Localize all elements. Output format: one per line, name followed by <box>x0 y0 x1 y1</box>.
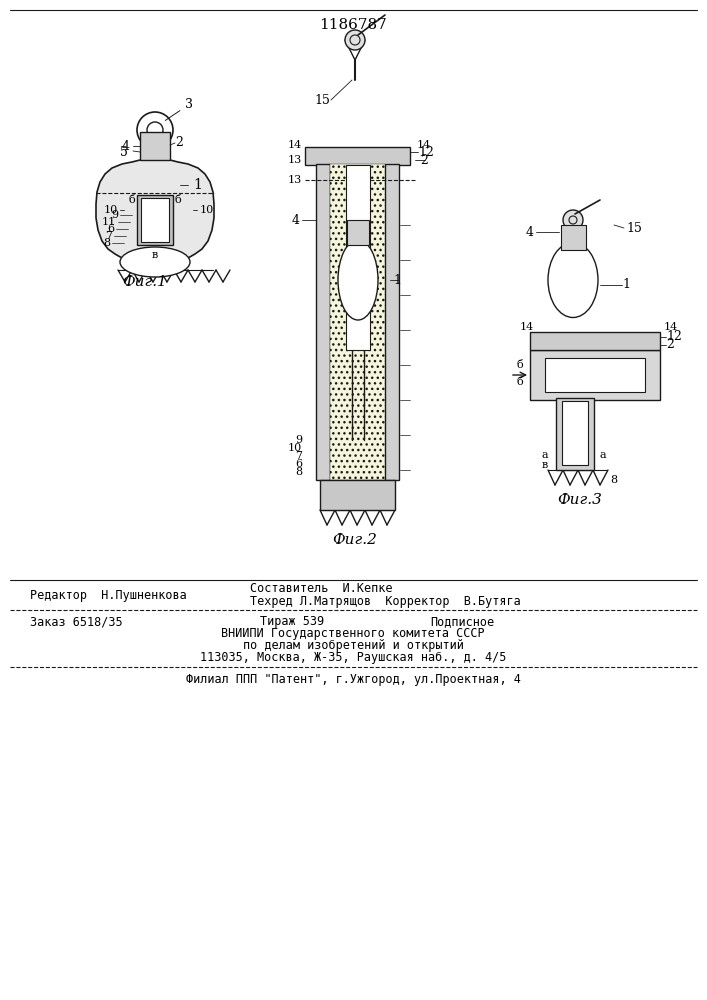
Bar <box>385 164 399 480</box>
Text: Заказ 6518/35: Заказ 6518/35 <box>30 615 122 629</box>
Text: Редактор  Н.Пушненкова: Редактор Н.Пушненкова <box>30 588 187 601</box>
Text: 6: 6 <box>295 459 302 469</box>
Text: Составитель  И.Кепке: Составитель И.Кепке <box>250 582 392 594</box>
Text: 14: 14 <box>520 322 534 332</box>
Polygon shape <box>96 160 214 262</box>
Text: 13: 13 <box>288 155 302 165</box>
Text: 13: 13 <box>288 175 302 185</box>
Circle shape <box>345 30 365 50</box>
Text: Фиг.1: Фиг.1 <box>122 275 168 289</box>
Bar <box>562 401 588 465</box>
Text: 4: 4 <box>122 140 130 153</box>
Bar <box>530 332 660 350</box>
Text: a: a <box>542 450 548 460</box>
Ellipse shape <box>120 247 190 277</box>
Text: а: а <box>141 227 148 237</box>
Bar <box>320 480 395 510</box>
Bar <box>346 165 370 350</box>
Text: Филиал ППП "Патент", г.Ужгород, ул.Проектная, 4: Филиал ППП "Патент", г.Ужгород, ул.Проек… <box>185 674 520 686</box>
Text: 1: 1 <box>194 178 202 192</box>
Text: 2: 2 <box>666 338 674 352</box>
Text: 14: 14 <box>288 140 302 150</box>
Text: Подписное: Подписное <box>430 615 494 629</box>
Text: 1186787: 1186787 <box>319 18 387 32</box>
Text: 7: 7 <box>295 451 302 461</box>
Text: 6: 6 <box>107 224 114 234</box>
Text: Тираж 539: Тираж 539 <box>260 615 324 629</box>
Bar <box>545 358 645 392</box>
Text: 15: 15 <box>314 94 330 106</box>
Text: 113035, Москва, Ж-35, Раушская наб., д. 4/5: 113035, Москва, Ж-35, Раушская наб., д. … <box>200 652 506 664</box>
Text: а: а <box>162 227 168 237</box>
Text: 14: 14 <box>664 322 678 332</box>
Bar <box>141 198 169 242</box>
Bar <box>330 164 385 480</box>
Text: 1: 1 <box>393 273 401 286</box>
Text: 8: 8 <box>103 238 110 248</box>
Bar <box>561 225 586 250</box>
Bar <box>137 195 173 245</box>
Text: 9: 9 <box>295 435 302 445</box>
Text: 10: 10 <box>104 205 118 215</box>
Ellipse shape <box>548 242 598 318</box>
Text: б: б <box>175 195 182 205</box>
Text: a: a <box>372 485 378 495</box>
Circle shape <box>563 210 583 230</box>
Text: 8: 8 <box>610 475 617 485</box>
Text: 11: 11 <box>102 217 116 227</box>
Bar <box>316 164 330 480</box>
Text: 9: 9 <box>111 210 118 220</box>
Bar <box>347 220 369 245</box>
Bar <box>305 147 410 165</box>
Text: в: в <box>355 497 361 507</box>
Text: 1: 1 <box>622 278 630 292</box>
Text: 5: 5 <box>120 145 128 158</box>
Text: a: a <box>600 450 607 460</box>
Text: 12: 12 <box>666 330 682 344</box>
Text: в: в <box>542 460 548 470</box>
Text: 2: 2 <box>175 136 183 149</box>
Text: в: в <box>152 250 158 260</box>
Text: б: б <box>129 195 135 205</box>
Text: 7: 7 <box>105 231 112 241</box>
Text: б: б <box>517 377 523 387</box>
Text: 10: 10 <box>288 443 302 453</box>
Bar <box>530 350 660 400</box>
Text: 15: 15 <box>626 222 642 234</box>
Text: 12: 12 <box>418 145 434 158</box>
Ellipse shape <box>338 240 378 320</box>
Text: 8: 8 <box>295 467 302 477</box>
Text: Фиг.2: Фиг.2 <box>332 533 378 547</box>
Text: a: a <box>337 485 344 495</box>
Text: 4: 4 <box>526 226 534 238</box>
Text: ВНИИПИ Государственного комитета СССР: ВНИИПИ Государственного комитета СССР <box>221 628 485 641</box>
Text: б: б <box>517 360 523 370</box>
Text: 14: 14 <box>417 140 431 150</box>
Bar <box>140 132 170 160</box>
Text: 10: 10 <box>200 205 214 215</box>
Bar <box>556 398 594 470</box>
Text: Фиг.3: Фиг.3 <box>558 493 602 507</box>
Text: Техред Л.Матрящов  Корректор  В.Бутяга: Техред Л.Матрящов Корректор В.Бутяга <box>250 595 521 608</box>
Text: 2: 2 <box>420 153 428 166</box>
Text: 4: 4 <box>292 214 300 227</box>
Text: по делам изобретений и открытий: по делам изобретений и открытий <box>243 640 463 652</box>
Text: 3: 3 <box>165 98 193 120</box>
